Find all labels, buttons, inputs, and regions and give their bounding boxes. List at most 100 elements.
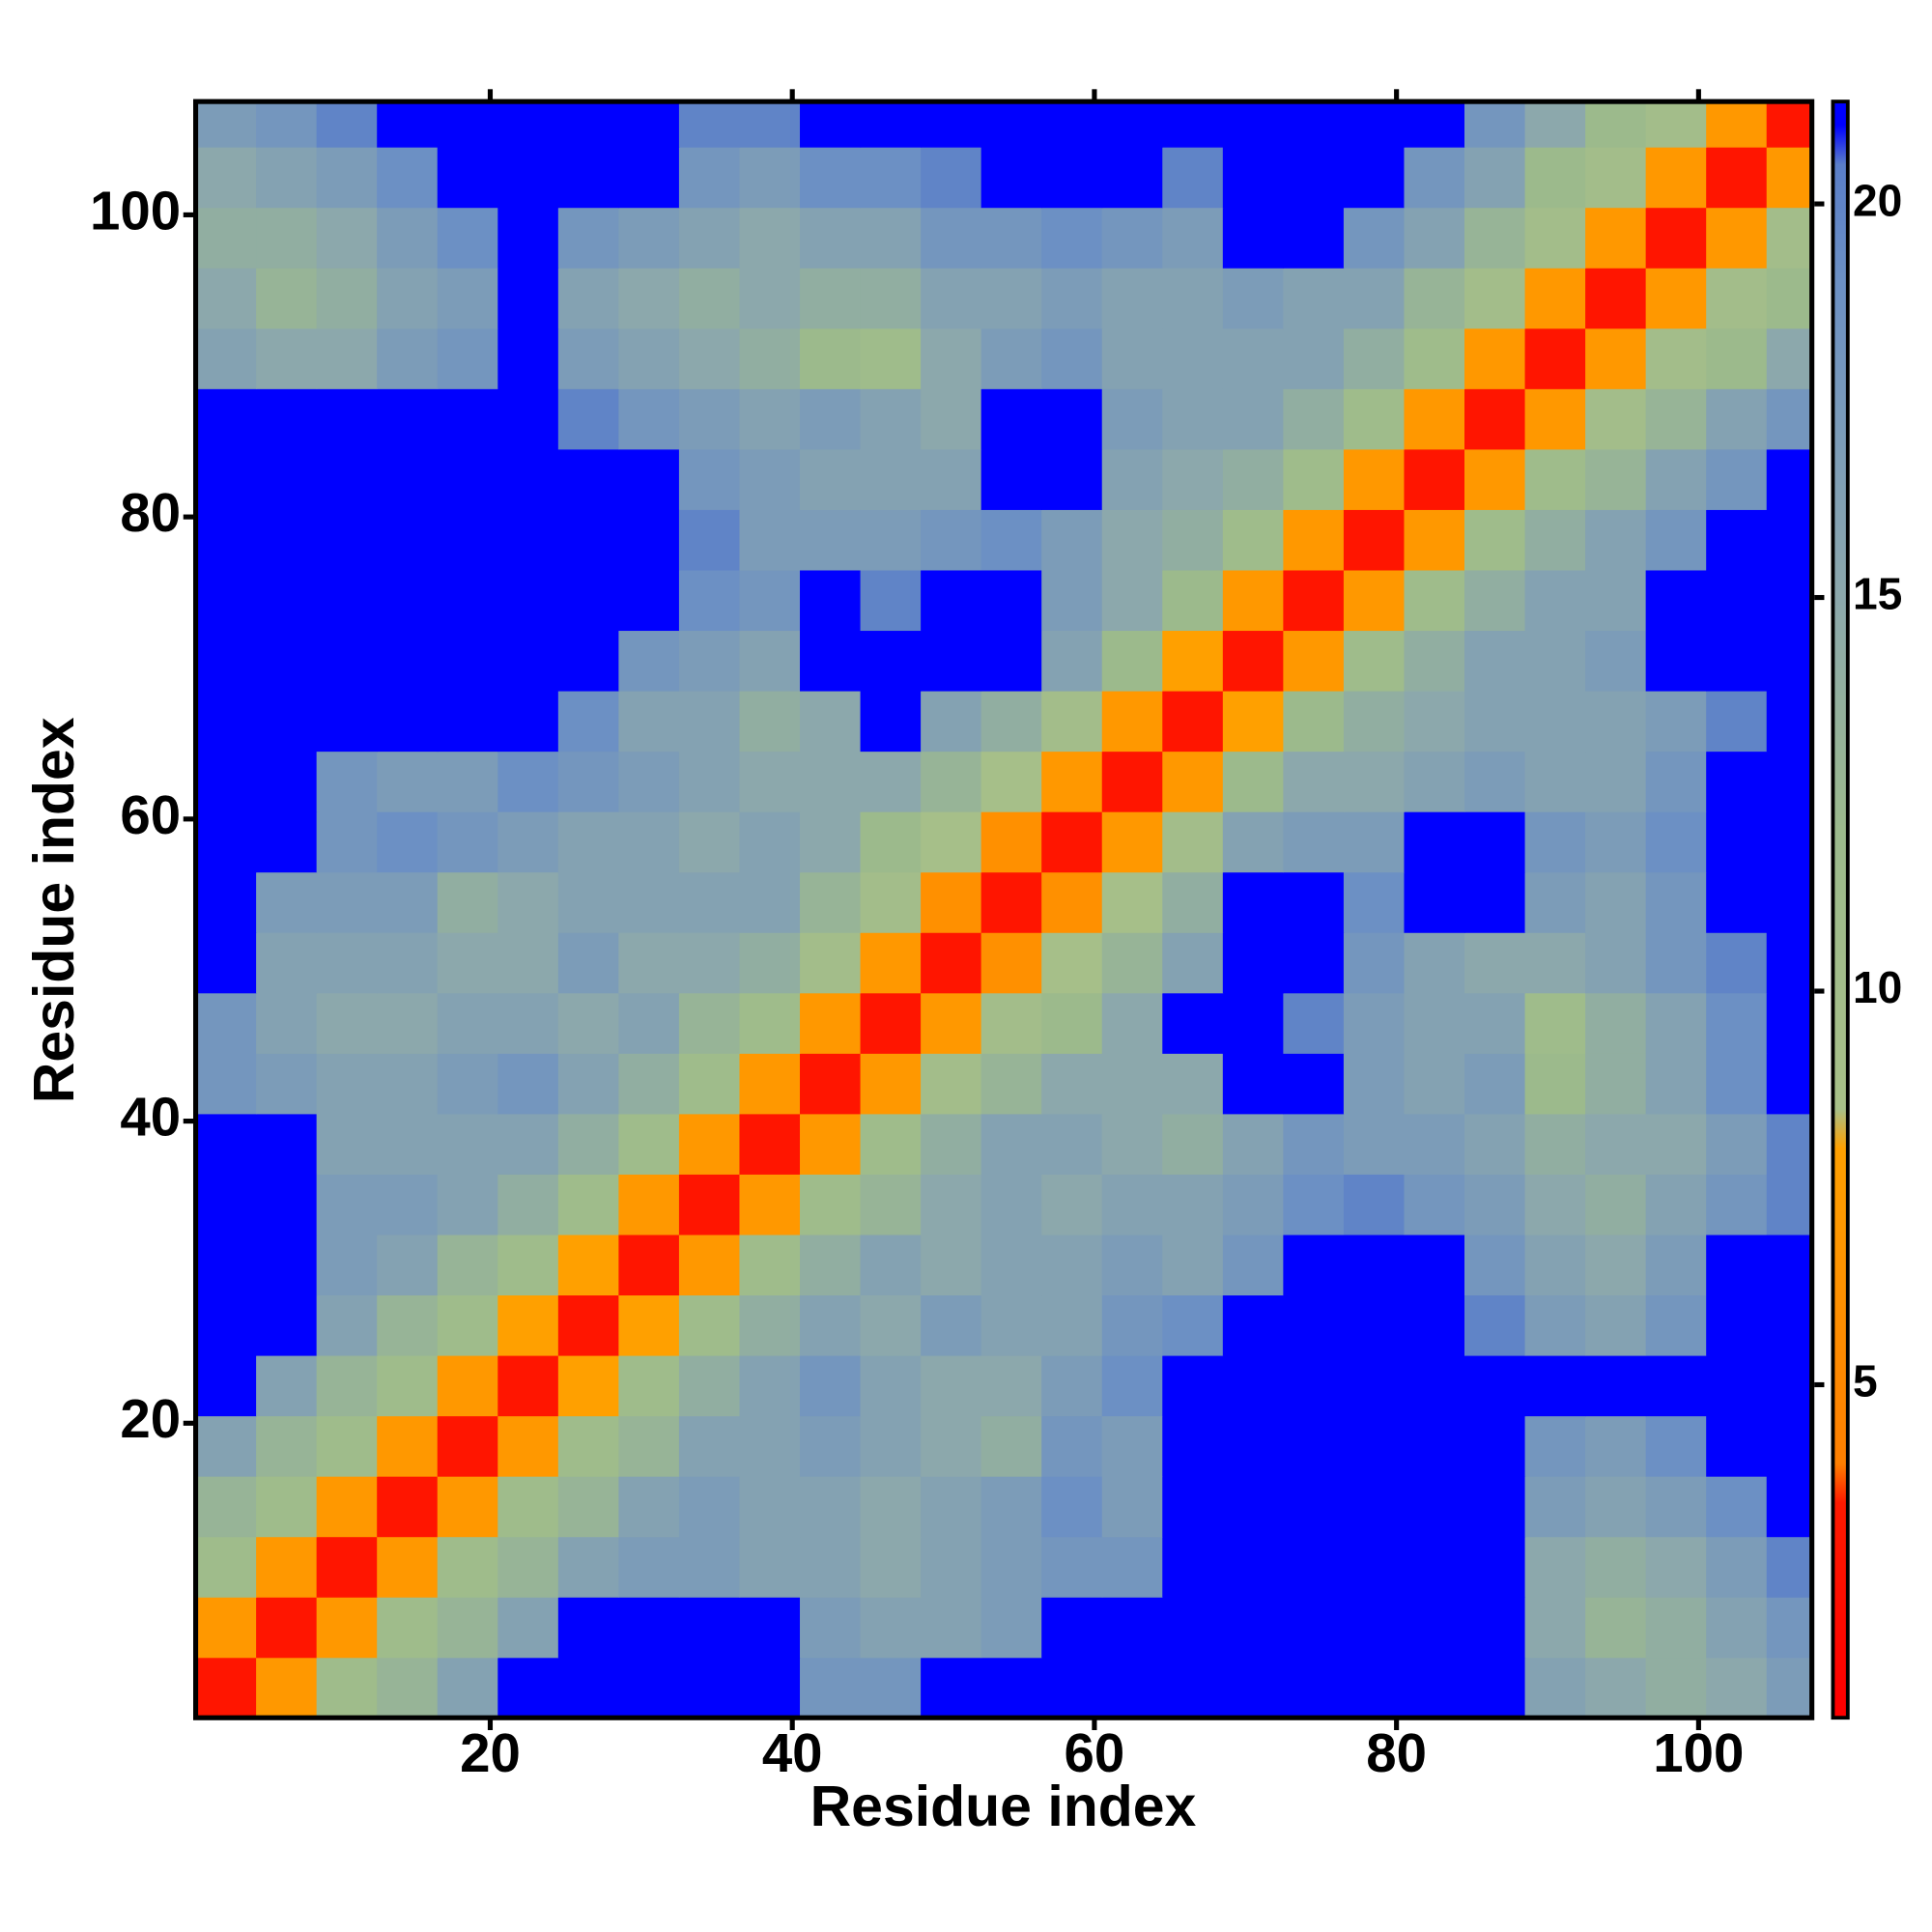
heatmap-cell [1524, 207, 1586, 269]
heatmap-cell [1101, 811, 1163, 873]
heatmap-cell [1041, 147, 1103, 209]
heatmap-cell [1283, 268, 1345, 329]
heatmap-cell [256, 932, 318, 994]
heatmap-cell [1404, 690, 1465, 753]
heatmap-cell [1585, 751, 1647, 812]
heatmap-cell [921, 1113, 982, 1175]
heatmap-cell [1585, 1174, 1647, 1236]
heatmap-cell [377, 327, 439, 389]
heatmap-cell [678, 1234, 741, 1296]
heatmap-cell [437, 101, 498, 148]
heatmap-cell [557, 268, 620, 329]
heatmap-cell [1343, 388, 1406, 450]
heatmap-cell [1343, 1476, 1406, 1538]
heatmap-cell [1404, 101, 1465, 148]
heatmap-cell [1706, 1657, 1768, 1719]
heatmap-cell [256, 1476, 318, 1538]
heatmap-cell [739, 1597, 801, 1659]
heatmap-cell [1706, 569, 1768, 632]
heatmap-cell [860, 1536, 922, 1598]
heatmap-cell [980, 569, 1042, 632]
heatmap-cell [1283, 751, 1345, 812]
heatmap-cell [1706, 1174, 1768, 1236]
heatmap-cell [1041, 1053, 1103, 1115]
heatmap-cell [1766, 1354, 1813, 1417]
heatmap-cell [618, 1053, 680, 1115]
heatmap-cell [1706, 871, 1768, 933]
heatmap-cell [1041, 751, 1103, 812]
heatmap-cell [1222, 147, 1285, 209]
heatmap-cell [1706, 1113, 1768, 1175]
heatmap-cell [1464, 388, 1526, 450]
heatmap-cell [1645, 1174, 1707, 1236]
heatmap-cell [739, 932, 801, 994]
heatmap-cell [256, 569, 318, 632]
y-tick-label: 20 [120, 1388, 181, 1449]
heatmap-cell [1041, 1476, 1103, 1538]
heatmap-cell [377, 1234, 439, 1296]
heatmap-cell [739, 630, 801, 692]
heatmap-cell [1162, 1113, 1224, 1175]
heatmap-cell [1041, 1234, 1103, 1296]
heatmap-cell [1645, 1536, 1707, 1598]
heatmap-cell [1766, 1113, 1813, 1175]
colorbar-tick-label: 20 [1853, 175, 1902, 225]
heatmap-cell [195, 101, 257, 148]
heatmap-cell [1464, 1234, 1526, 1296]
heatmap-cell [316, 1113, 378, 1175]
heatmap-cell [921, 690, 982, 753]
heatmap-cell [1101, 1415, 1163, 1477]
heatmap-cell [256, 630, 318, 692]
heatmap-cell [980, 1536, 1042, 1598]
heatmap-cell [316, 268, 378, 329]
heatmap-cell [1524, 509, 1586, 571]
heatmap-cell [1524, 147, 1586, 209]
heatmap-cell [1404, 992, 1465, 1054]
heatmap-cell [1585, 268, 1647, 329]
heatmap-cell [557, 1415, 620, 1477]
heatmap-cell [437, 1657, 498, 1719]
heatmap-cell [1041, 569, 1103, 632]
heatmap-cell [860, 1354, 922, 1417]
heatmap-cell [1706, 932, 1768, 994]
heatmap-cell [678, 509, 741, 571]
heatmap-cell [1283, 1354, 1345, 1417]
heatmap-cell [1222, 207, 1285, 269]
heatmap-cell [921, 147, 982, 209]
x-tick-label: 60 [1065, 1722, 1125, 1783]
heatmap-cell [195, 871, 257, 933]
heatmap-cell [437, 509, 498, 571]
heatmap-cell [256, 1536, 318, 1598]
heatmap-cell [1585, 1234, 1647, 1296]
heatmap-cell [800, 1174, 862, 1236]
heatmap-cell [1283, 1294, 1345, 1356]
heatmap-cell [860, 1053, 922, 1115]
heatmap-cell [1404, 751, 1465, 812]
heatmap-cell [195, 1234, 257, 1296]
heatmap-cell [497, 207, 559, 269]
heatmap-cell [1101, 1354, 1163, 1417]
heatmap-cell [377, 1354, 439, 1417]
heatmap-cell [800, 1536, 862, 1598]
heatmap-cell [195, 1415, 257, 1477]
heatmap-cell [557, 932, 620, 994]
heatmap-cell [256, 1415, 318, 1477]
heatmap-cell [800, 690, 862, 753]
heatmap-cell [437, 1476, 498, 1538]
heatmap-cell [1585, 327, 1647, 389]
heatmap-cell [1464, 1657, 1526, 1719]
heatmap-cell [195, 630, 257, 692]
heatmap-cell [980, 630, 1042, 692]
heatmap-cell [557, 1053, 620, 1115]
heatmap-cell [800, 207, 862, 269]
heatmap-cell [377, 630, 439, 692]
heatmap-cell [1464, 207, 1526, 269]
heatmap-cell [1101, 1294, 1163, 1356]
heatmap-cell [980, 1415, 1042, 1477]
heatmap-cell [921, 1415, 982, 1477]
heatmap-cell [980, 1234, 1042, 1296]
heatmap-cell [1766, 101, 1813, 148]
heatmap-cell [980, 1597, 1042, 1659]
heatmap-cell [1766, 992, 1813, 1054]
heatmap-cell [1222, 448, 1285, 510]
